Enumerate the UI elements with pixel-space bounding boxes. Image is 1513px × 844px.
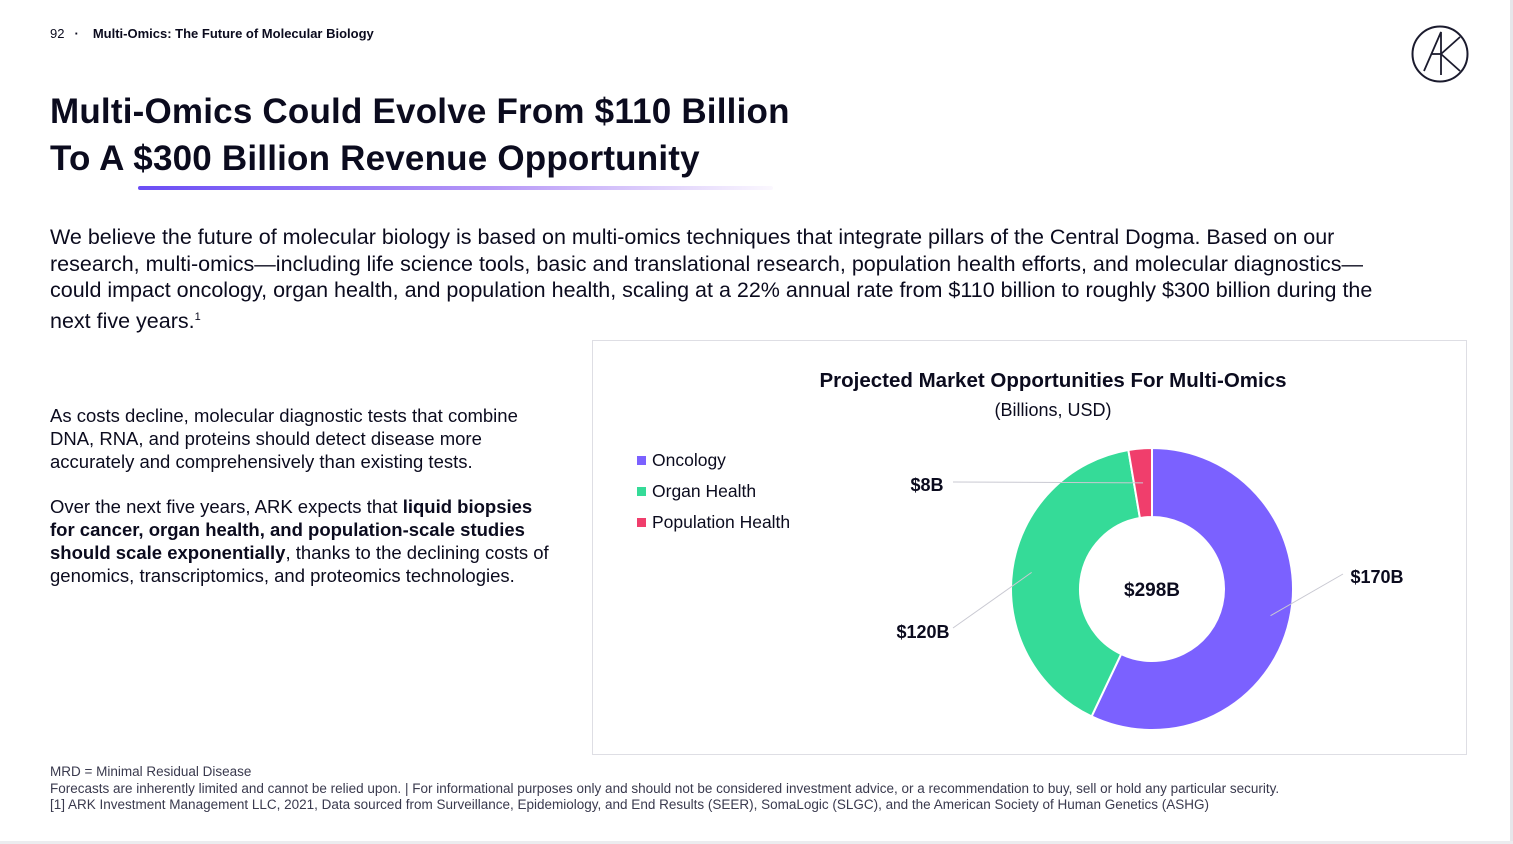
page-header: 92 · Multi-Omics: The Future of Molecula…	[50, 26, 374, 41]
donut-total-label: $298B	[1124, 580, 1180, 601]
page-number: 92	[50, 26, 65, 41]
intro-text: We believe the future of molecular biolo…	[50, 225, 1373, 333]
chart-subtitle: (Billions, USD)	[994, 400, 1112, 420]
title-line-2: To A $300 Billion Revenue Opportunity	[50, 139, 700, 178]
footer-source: [1] ARK Investment Management LLC, 2021,…	[50, 797, 1210, 812]
body-paragraph-1: As costs decline, molecular diagnostic t…	[50, 405, 518, 472]
donut-slice-oncology	[1090, 446, 1294, 731]
legend-item-organ-health: Organ Health	[637, 476, 790, 507]
legend-swatch-population-health	[637, 518, 646, 527]
page-edge	[1510, 0, 1513, 844]
ark-logo-icon	[1411, 25, 1469, 83]
chart-title: Projected Market Opportunities For Multi…	[819, 369, 1287, 392]
legend-item-population-health: Population Health	[637, 507, 790, 538]
title-underline	[138, 186, 773, 190]
body-text: As costs decline, molecular diagnostic t…	[50, 404, 550, 609]
legend-label-population-health: Population Health	[652, 512, 791, 532]
footnote-reference: 1	[194, 310, 201, 323]
donut-slice-organ-health	[1010, 448, 1142, 718]
legend-item-oncology: Oncology	[637, 445, 790, 476]
leader-line-oncology	[1270, 573, 1344, 617]
footer-abbreviation-note: MRD = Minimal Residual Disease	[50, 764, 252, 779]
legend-label-oncology: Oncology	[652, 450, 726, 470]
chart-legend: Oncology Organ Health Population Health	[637, 445, 790, 538]
title-line-1: Multi-Omics Could Evolve From $110 Billi…	[50, 92, 790, 131]
data-label-organ-health: $120B	[896, 622, 949, 642]
chart-panel: Projected Market Opportunities For Multi…	[592, 340, 1467, 755]
page-title: Multi-Omics Could Evolve From $110 Billi…	[50, 88, 790, 182]
data-label-population-health: $8B	[910, 475, 943, 495]
legend-label-organ-health: Organ Health	[652, 481, 757, 501]
body-paragraph-2: Over the next five years, ARK expects th…	[50, 495, 550, 587]
donut-chart: $170B $120B $8B $298B	[896, 446, 1404, 731]
leader-line-organ-health	[952, 571, 1032, 629]
legend-swatch-organ-health	[637, 487, 646, 496]
page-edge-bottom	[0, 841, 1513, 844]
intro-paragraph: We believe the future of molecular biolo…	[50, 224, 1390, 334]
body-paragraph-2-start: Over the next five years, ARK expects th…	[50, 496, 403, 517]
page-footer: MRD = Minimal Residual Disease Forecasts…	[50, 764, 1279, 814]
section-title: Multi-Omics: The Future of Molecular Bio…	[92, 26, 374, 41]
legend-swatch-oncology	[637, 456, 646, 465]
data-label-oncology: $170B	[1350, 567, 1403, 587]
header-separator: ·	[74, 26, 79, 41]
body-paragraph-2-end: , thanks to the declining costs of genom…	[50, 542, 549, 586]
footer-disclaimer: Forecasts are inherently limited and can…	[50, 780, 1280, 796]
body-paragraph-2-emphasis: liquid biopsies for cancer, organ health…	[50, 496, 533, 563]
leader-line-population-health	[952, 481, 1144, 484]
